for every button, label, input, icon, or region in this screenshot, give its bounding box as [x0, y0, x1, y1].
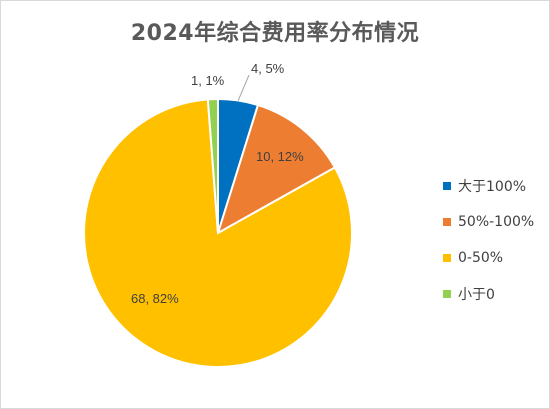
- legend-swatch-gt100: [443, 181, 451, 190]
- data-label-50-100: 10, 12%: [256, 149, 304, 164]
- leader-lines: [237, 74, 250, 101]
- data-label-lt0: 1, 1%: [191, 73, 225, 88]
- pie-slice-0-50: [83, 98, 353, 368]
- data-label-gt100: 4, 5%: [251, 61, 285, 76]
- legend-item-gt100: 大于100%: [443, 173, 534, 198]
- leader-line-gt100: [237, 74, 250, 101]
- pie-slice-50-100: [216, 103, 337, 236]
- legend-label-50-100: 50%-100%: [458, 213, 535, 230]
- legend-label-0-50: 0-50%: [458, 249, 504, 266]
- legend-swatch-0-50: [443, 253, 451, 262]
- legend-item-lt0: 小于0: [443, 281, 534, 306]
- legend-item-50-100: 50%-100%: [443, 209, 534, 234]
- legend-swatch-50-100: [443, 217, 451, 226]
- data-label-0-50: 68, 82%: [131, 291, 179, 306]
- pie-slice-lt0: [206, 97, 219, 234]
- chart-title: 2024年综合费用率分布情况: [130, 21, 420, 46]
- data-labels: 4, 5% 10, 12% 68, 82% 1, 1%: [131, 61, 304, 306]
- legend-swatch-lt0: [443, 289, 451, 298]
- legend-label-gt100: 大于100%: [458, 178, 527, 195]
- legend-item-0-50: 0-50%: [443, 245, 534, 270]
- legend: 大于100% 50%-100% 0-50% 小于0: [443, 173, 534, 317]
- legend-label-lt0: 小于0: [458, 286, 495, 303]
- pie-slices: [83, 97, 353, 368]
